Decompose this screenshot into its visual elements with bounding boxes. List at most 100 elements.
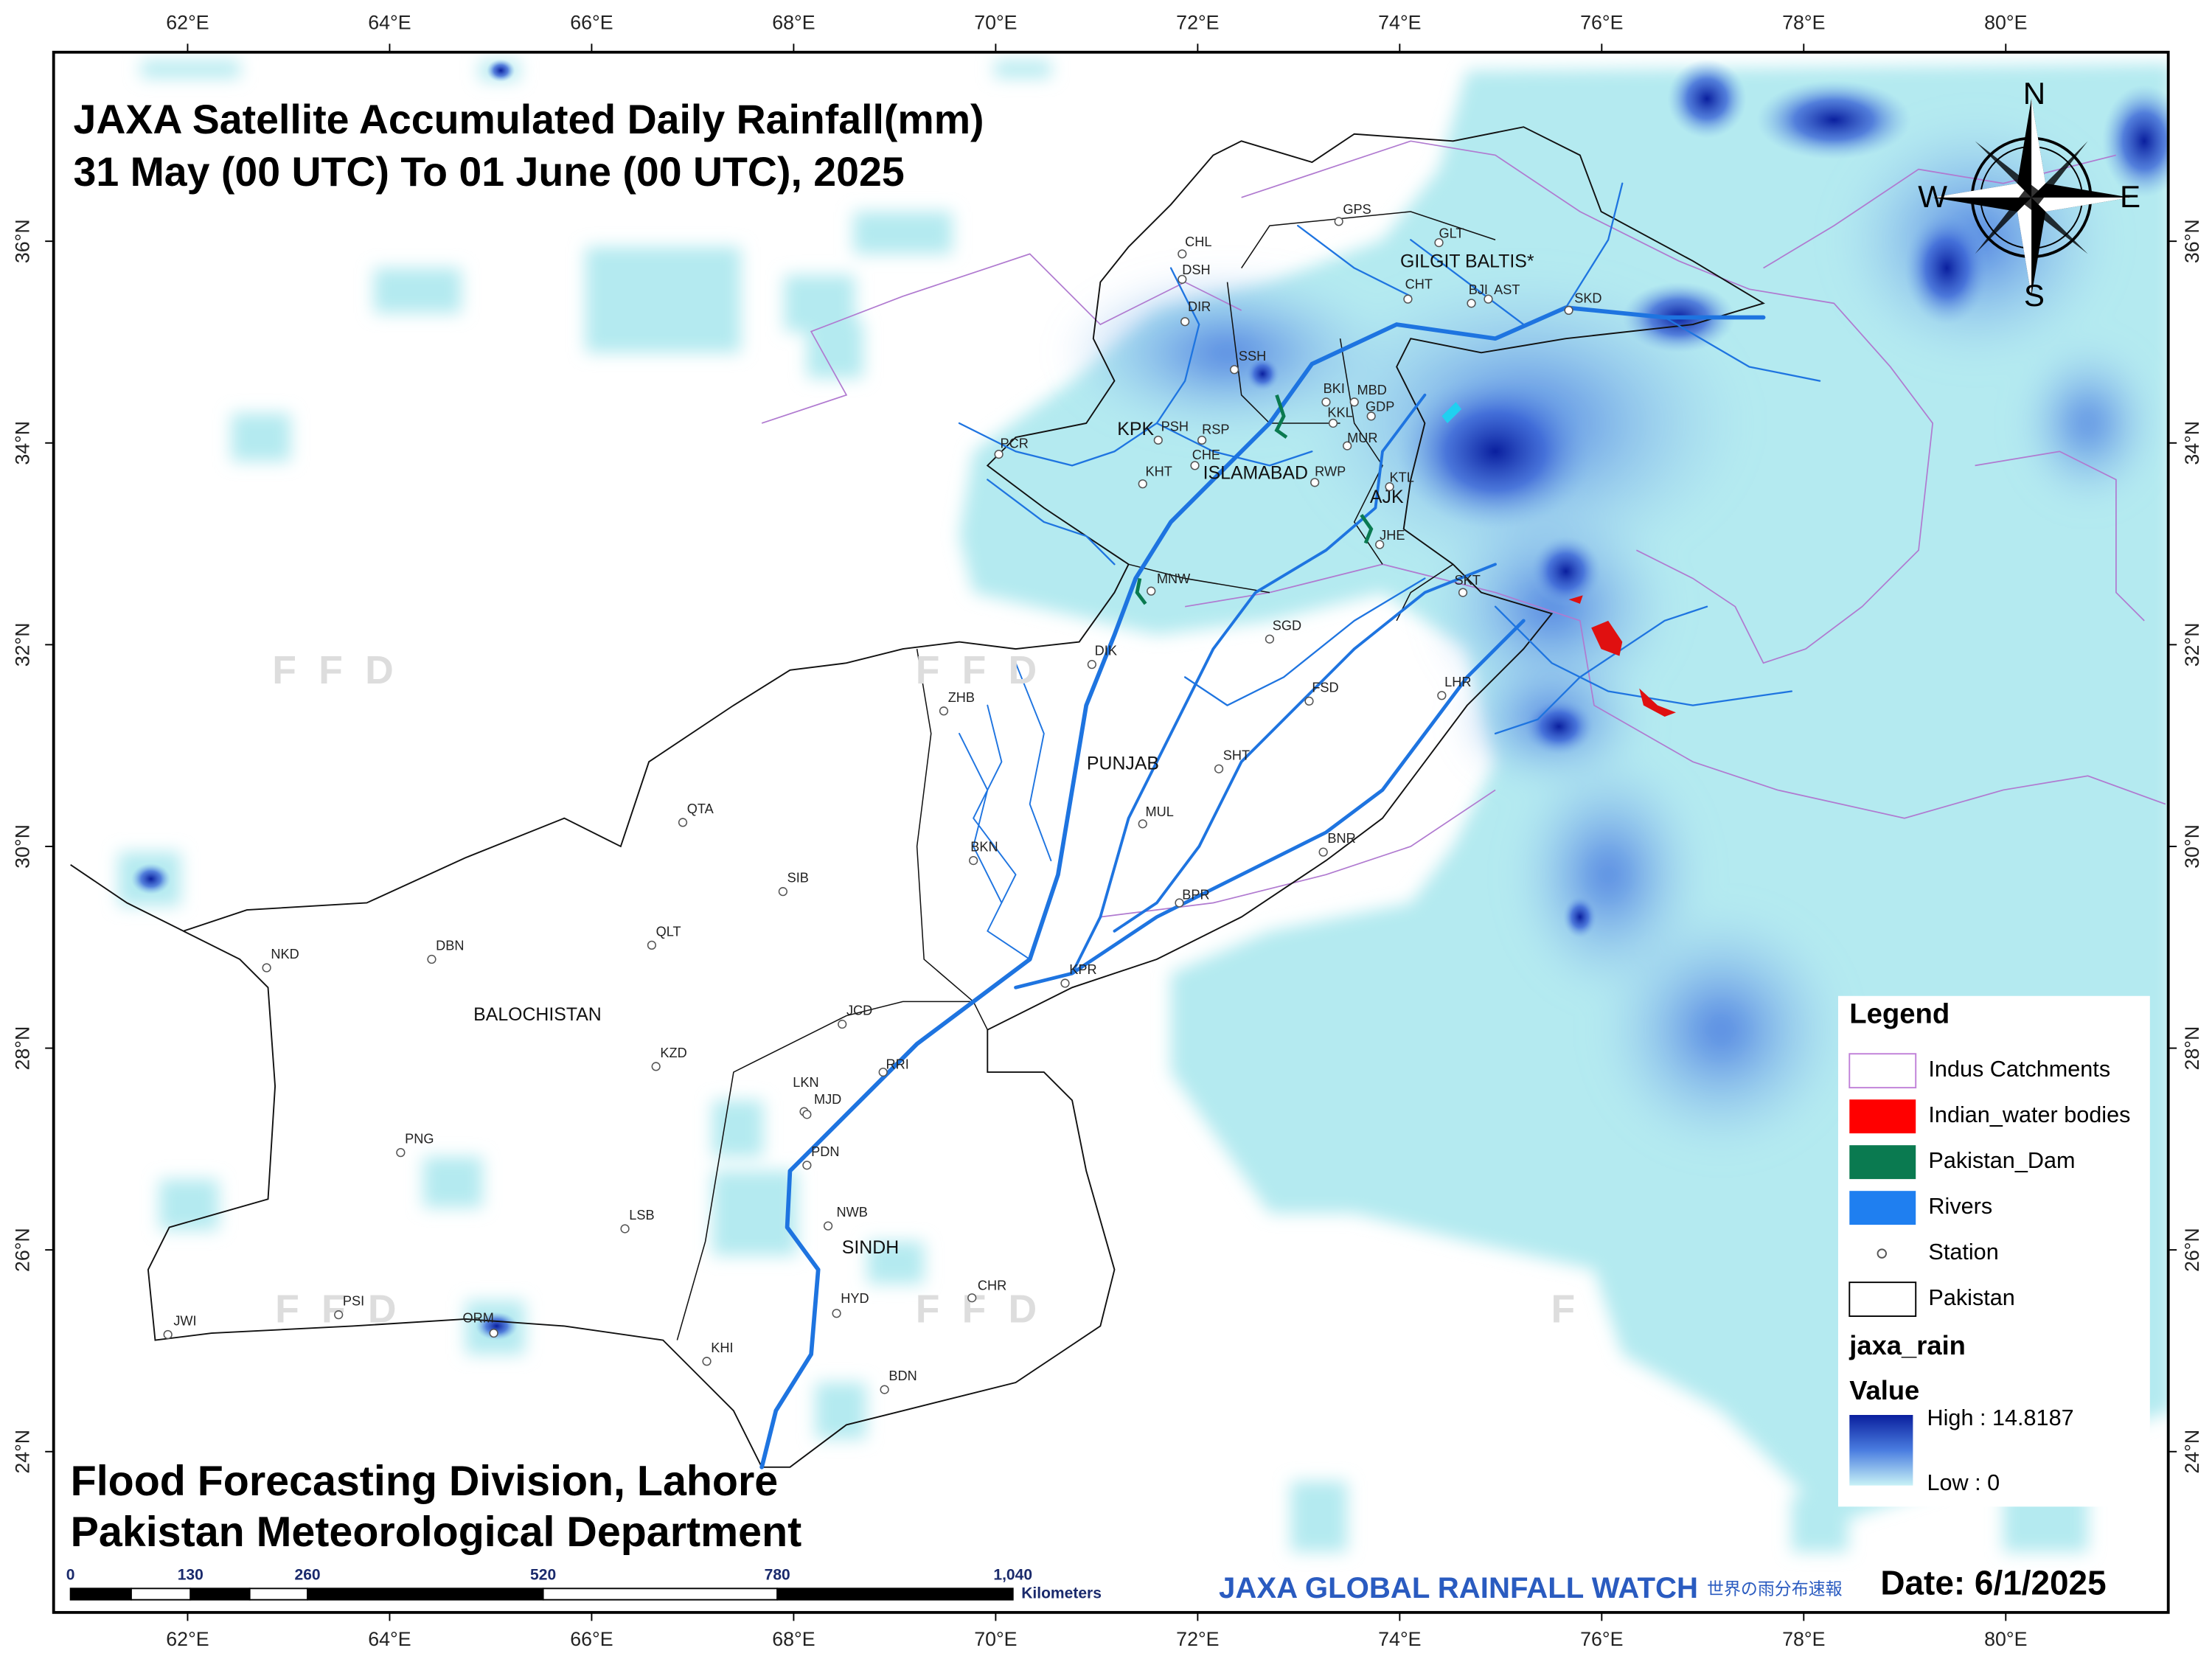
lon-label-bottom: 62°E bbox=[166, 1628, 209, 1650]
lat-label-left: 36°N bbox=[12, 219, 34, 263]
station-label: LKN bbox=[793, 1075, 818, 1090]
station-label: JHE bbox=[1380, 528, 1405, 543]
station-label: CHR bbox=[978, 1279, 1006, 1293]
station-label: GLT bbox=[1439, 226, 1464, 240]
lon-label-top: 62°E bbox=[166, 12, 209, 34]
scale-unit: Kilometers bbox=[1021, 1585, 1102, 1602]
scale-label: 130 bbox=[178, 1567, 204, 1584]
river-hill-torrents bbox=[959, 662, 1052, 960]
river-ravi-sutlej bbox=[1014, 619, 1526, 990]
station-label: MUR bbox=[1347, 431, 1377, 445]
watermark: F F D bbox=[916, 649, 1043, 692]
water-features bbox=[1135, 394, 1676, 717]
station-label: BNR bbox=[1327, 831, 1355, 846]
legend: Legend jaxa_rain Value High : 14.8187 Lo… bbox=[1837, 995, 2150, 1507]
catchment-line bbox=[1975, 451, 2145, 622]
indian-water-body bbox=[1591, 620, 1623, 656]
station-label: GDP bbox=[1366, 400, 1394, 414]
station-label: HYD bbox=[841, 1291, 869, 1306]
legend-item: Pakistan bbox=[1928, 1285, 2014, 1310]
legend-swatch bbox=[1849, 1099, 1916, 1134]
country-outline bbox=[70, 126, 1765, 1468]
station-marker bbox=[878, 1067, 888, 1077]
title-line: JAXA Satellite Accumulated Daily Rainfal… bbox=[73, 97, 984, 142]
indian-water-body bbox=[1639, 688, 1676, 717]
station-marker bbox=[1060, 978, 1070, 988]
scale-segment bbox=[307, 1587, 544, 1601]
station-label: BPR bbox=[1182, 888, 1209, 902]
station-label: SSH bbox=[1239, 349, 1266, 364]
lat-label-left: 24°N bbox=[12, 1430, 34, 1474]
station-marker bbox=[1434, 237, 1444, 248]
lat-label-right: 32°N bbox=[2181, 622, 2203, 667]
river-canal bbox=[1183, 577, 1426, 706]
rivers bbox=[759, 182, 1821, 1470]
station-label: GPS bbox=[1343, 202, 1371, 217]
river-tributary bbox=[1155, 422, 1313, 467]
station-label: PNG bbox=[405, 1132, 434, 1147]
station-marker bbox=[1304, 696, 1314, 706]
station-marker bbox=[969, 855, 978, 866]
station-label: PSH bbox=[1161, 420, 1189, 434]
legend-value-label: Value bbox=[1849, 1375, 1919, 1405]
watermark: F F D bbox=[272, 649, 399, 692]
station-label: CHL bbox=[1185, 234, 1211, 249]
station-label: DSH bbox=[1182, 262, 1210, 277]
map-frame bbox=[52, 50, 2170, 1614]
pakistan-dam bbox=[1135, 577, 1147, 605]
catchment-line bbox=[761, 253, 1242, 424]
river-tributary bbox=[987, 479, 1116, 566]
station-marker bbox=[396, 1148, 406, 1158]
station-label: QLT bbox=[656, 924, 681, 939]
lon-label-bottom: 64°E bbox=[368, 1628, 411, 1650]
footer-line: Flood Forecasting Division, Lahore bbox=[71, 1458, 779, 1505]
station-marker bbox=[1265, 634, 1275, 644]
lat-label-left: 30°N bbox=[12, 824, 34, 869]
legend-title: Legend bbox=[1849, 998, 1950, 1030]
station-label: DIR bbox=[1188, 299, 1211, 314]
legend-raster-name: jaxa_rain bbox=[1848, 1330, 1966, 1360]
river-jhelum bbox=[1071, 393, 1427, 975]
station-marker bbox=[1190, 461, 1200, 470]
lon-label-bottom: 66°E bbox=[570, 1628, 613, 1650]
river-indian bbox=[1494, 605, 1708, 735]
legend-item: Station bbox=[1928, 1239, 1998, 1265]
rain-heavy bbox=[131, 59, 2168, 1340]
branding-name: JAXA GLOBAL RAINFALL WATCH bbox=[1219, 1571, 1698, 1604]
station-marker bbox=[838, 1019, 847, 1029]
lon-label-top: 68°E bbox=[772, 12, 815, 34]
station-marker bbox=[1403, 294, 1413, 304]
station-marker bbox=[1147, 586, 1156, 596]
station-label: SKD bbox=[1574, 291, 1601, 305]
lon-label-bottom: 72°E bbox=[1176, 1628, 1219, 1650]
station-label: KZD bbox=[660, 1046, 686, 1060]
lon-label-top: 76°E bbox=[1580, 12, 1623, 34]
station-marker bbox=[1437, 691, 1447, 700]
river-swat-kabul bbox=[958, 267, 1200, 467]
scale-label: 0 bbox=[66, 1567, 75, 1584]
station-label: KHT bbox=[1146, 465, 1172, 479]
station-label: RWP bbox=[1315, 465, 1346, 479]
station-label: LSB bbox=[629, 1208, 654, 1222]
station-marker bbox=[1318, 847, 1328, 857]
station-label: BKI bbox=[1324, 381, 1345, 396]
station-label: LHR bbox=[1444, 675, 1471, 689]
station-marker bbox=[678, 818, 688, 827]
station-label: KHI bbox=[711, 1340, 733, 1355]
station-label: NKD bbox=[271, 947, 299, 961]
station-marker bbox=[880, 1385, 889, 1394]
station-marker bbox=[1366, 411, 1376, 421]
lon-label-bottom: 74°E bbox=[1378, 1628, 1421, 1650]
station-label: KPR bbox=[1069, 962, 1096, 977]
lat-label-right: 28°N bbox=[2181, 1026, 2203, 1071]
station-label: AST bbox=[1494, 282, 1520, 297]
legend-low: Low : 0 bbox=[1927, 1470, 2000, 1495]
station-label: MNW bbox=[1157, 571, 1191, 586]
station-marker bbox=[1343, 441, 1352, 451]
station-label: BKN bbox=[970, 840, 998, 855]
watermark: F bbox=[1551, 1287, 1581, 1331]
scale-segment bbox=[189, 1587, 251, 1601]
station-label: CHT bbox=[1405, 276, 1433, 291]
